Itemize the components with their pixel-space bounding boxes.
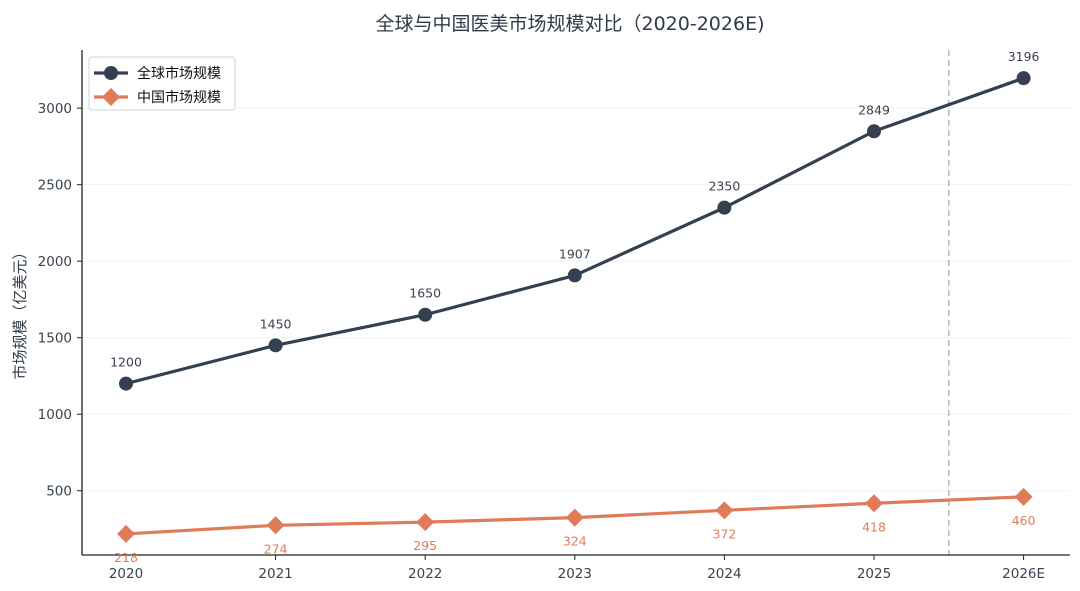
point-china-2023 [565, 508, 584, 527]
label-china-2021: 274 [264, 541, 288, 556]
legend-marker-global [104, 66, 118, 80]
label-global-2023: 1907 [559, 246, 591, 261]
x-tick-label-2022: 2022 [408, 566, 442, 582]
x-axis-ticks: 2020 2021 2022 2023 2024 2025 2026E [109, 555, 1045, 582]
legend-label-0: 全球市场规模 [137, 65, 221, 82]
point-global-2024 [717, 200, 732, 215]
gridlines [82, 107, 1070, 492]
point-china-2025 [865, 494, 883, 513]
series-layer [117, 71, 1033, 543]
point-global-2026E [1016, 71, 1031, 86]
point-china-2020 [117, 524, 135, 543]
y-tick-label-2500: 2500 [38, 178, 72, 194]
label-global-2020: 1200 [110, 355, 142, 370]
x-tick-label-2026E: 2026E [1002, 566, 1045, 582]
label-china-2025: 418 [862, 519, 886, 534]
label-china-2026E: 460 [1012, 513, 1036, 528]
x-tick-label-2025: 2025 [857, 566, 891, 582]
legend-label-1: 中国市场规模 [137, 89, 221, 106]
y-axis-label: 市场规模（亿美元） [11, 244, 29, 379]
label-china-2024: 372 [712, 526, 736, 541]
axes [81, 50, 1070, 556]
y-tick-label-2000: 2000 [38, 254, 72, 270]
label-china-2022: 295 [413, 538, 437, 553]
point-global-2022 [418, 307, 433, 322]
point-global-2023 [567, 268, 582, 283]
x-tick-label-2020: 2020 [109, 566, 143, 582]
y-tick-label-500: 500 [46, 484, 72, 500]
point-global-2025 [867, 124, 881, 139]
label-global-2022: 1650 [409, 286, 441, 301]
legend-marker-china [102, 88, 120, 106]
y-tick-label-1000: 1000 [38, 407, 72, 423]
point-china-2026E [1014, 487, 1033, 506]
y-tick-label-1500: 1500 [38, 331, 72, 347]
label-global-2026E: 3196 [1008, 49, 1040, 64]
x-tick-label-2021: 2021 [258, 566, 292, 582]
data-labels: 1200 1450 1650 1907 2350 2849 3196 218 274 295 324… [110, 49, 1039, 565]
label-global-2025: 2849 [858, 102, 890, 117]
y-axis-ticks: 500 1000 1500 2000 2500 3000 [38, 101, 82, 500]
point-china-2022 [416, 513, 435, 532]
label-china-2020: 218 [114, 550, 138, 565]
label-china-2023: 324 [563, 534, 587, 549]
x-tick-label-2023: 2023 [558, 566, 592, 582]
point-china-2021 [266, 516, 285, 535]
point-china-2024 [715, 501, 734, 520]
point-global-2021 [268, 338, 283, 353]
point-global-2020 [119, 376, 133, 391]
x-tick-label-2024: 2024 [707, 566, 741, 582]
label-global-2024: 2350 [708, 179, 740, 194]
y-tick-label-3000: 3000 [38, 101, 72, 117]
chart-title: 全球与中国医美市场规模对比（2020-2026E) [376, 13, 765, 35]
label-global-2021: 1450 [260, 316, 292, 331]
